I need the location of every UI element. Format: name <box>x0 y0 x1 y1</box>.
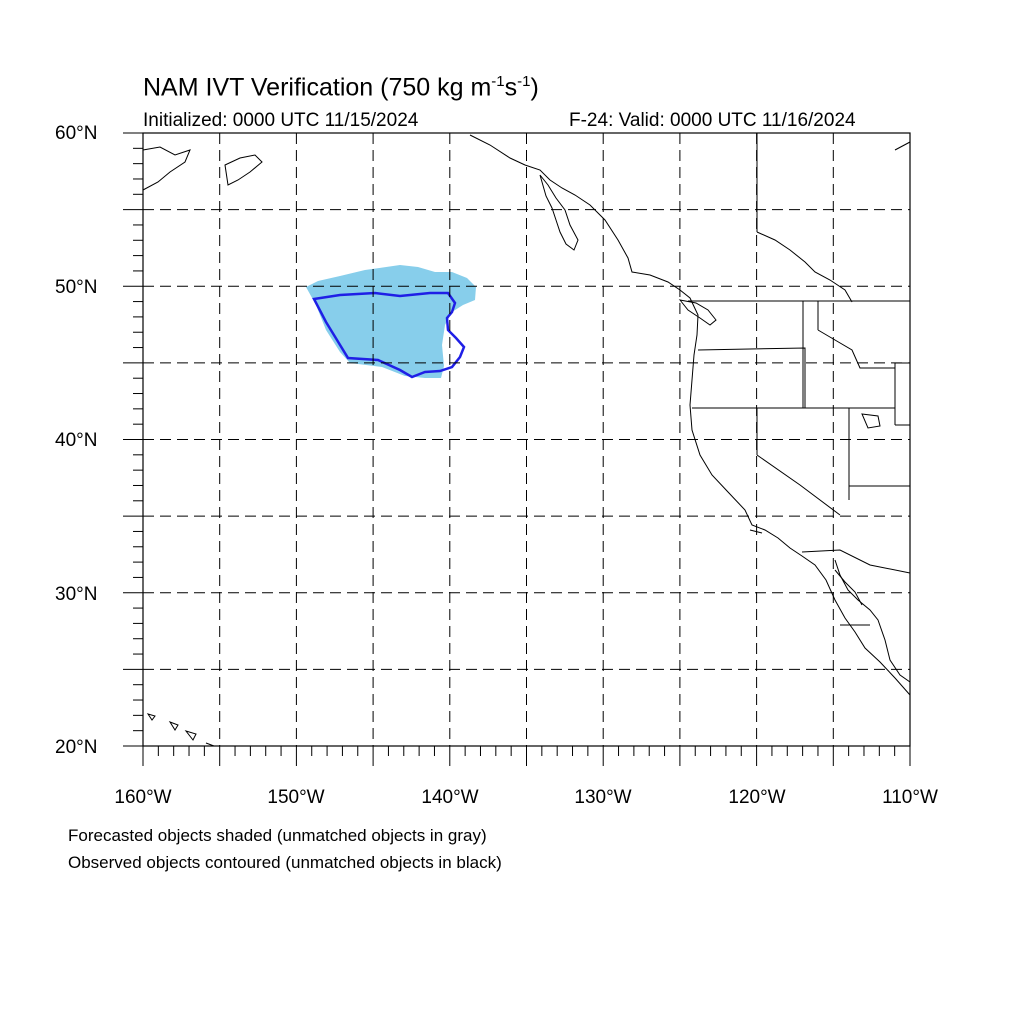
lat-label-20n: 20°N <box>55 737 98 758</box>
title-main: NAM IVT Verification (750 kg m <box>143 73 492 102</box>
axis-ticks <box>123 132 911 766</box>
lon-label-160w: 160°W <box>114 787 172 808</box>
initialized-label: Initialized: 0000 UTC 11/15/2024 <box>143 110 419 131</box>
footer-observed-note: Observed objects contoured (unmatched ob… <box>68 853 502 872</box>
title-close: ) <box>530 73 539 102</box>
lat-label-30n: 30°N <box>55 584 98 605</box>
coastlines <box>142 134 911 747</box>
political-boundaries <box>688 133 911 626</box>
lon-label-150w: 150°W <box>267 787 325 808</box>
map-title: NAM IVT Verification (750 kg m-1s-1) <box>143 74 539 100</box>
title-mid: s <box>504 73 518 102</box>
lon-label-110w: 110°W <box>882 787 938 808</box>
lat-label-60n: 60°N <box>55 123 98 144</box>
title-sup2: -1 <box>517 73 531 90</box>
lon-label-140w: 140°W <box>421 787 479 808</box>
lat-label-40n: 40°N <box>55 430 98 451</box>
lon-label-130w: 130°W <box>574 787 632 808</box>
title-sup1: -1 <box>491 73 505 90</box>
forecast-object <box>306 265 476 378</box>
footer-forecast-note: Forecasted objects shaded (unmatched obj… <box>68 826 487 845</box>
lon-label-120w: 120°W <box>728 787 786 808</box>
graticule <box>143 133 910 746</box>
lat-label-50n: 50°N <box>55 277 98 298</box>
observed-object-contour <box>312 291 466 379</box>
valid-time-label: F-24: Valid: 0000 UTC 11/16/2024 <box>569 110 856 131</box>
